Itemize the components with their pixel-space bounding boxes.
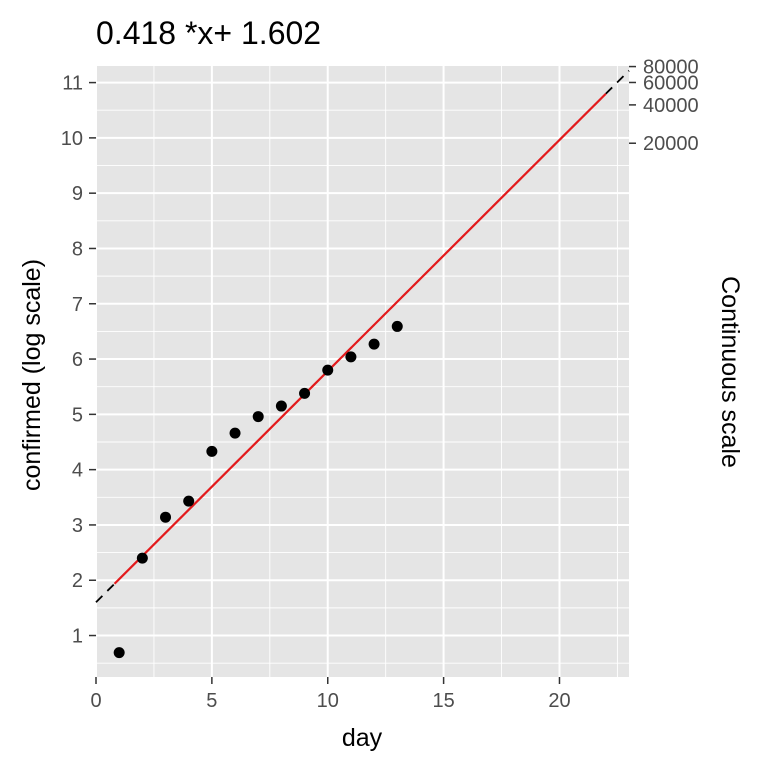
fit-line-group (95, 70, 630, 603)
data-point (299, 387, 311, 399)
x-tick-label: 0 (90, 690, 101, 712)
data-point (275, 400, 287, 412)
y-tick-label: 8 (72, 238, 83, 260)
grid-minor (96, 66, 629, 677)
y-tick-label: 4 (72, 460, 83, 482)
chart-title: 0.418 *x+ 1.602 (96, 15, 321, 51)
y2-tick-label: 20000 (643, 133, 699, 155)
x-tick-label: 5 (206, 690, 217, 712)
y-axis-title: confirmed (log scale) (18, 259, 46, 491)
y-tick-label: 1 (72, 626, 83, 648)
y2-tick-label: 80000 (643, 57, 699, 79)
points-group (113, 320, 403, 659)
fit-line (113, 92, 607, 585)
x-axis: 0 5 10 15 20 (90, 677, 571, 712)
data-point (368, 338, 380, 350)
data-point (113, 647, 125, 659)
data-point (160, 511, 172, 523)
y-tick-label: 5 (72, 404, 83, 426)
grid-major (95, 66, 629, 677)
data-point (252, 411, 264, 423)
x-tick-label: 15 (432, 690, 454, 712)
data-point (391, 320, 403, 332)
data-point (183, 495, 195, 507)
y-axis: 1 2 3 4 5 6 7 8 9 10 11 (61, 73, 96, 648)
data-point (345, 351, 357, 363)
y-tick-label: 7 (72, 294, 83, 316)
data-point (206, 445, 218, 457)
data-point (322, 364, 334, 376)
x-tick-label: 20 (548, 690, 570, 712)
data-point (229, 427, 241, 439)
y-tick-label: 2 (72, 570, 83, 592)
y-tick-label: 3 (72, 515, 83, 537)
x-axis-title: day (342, 724, 383, 752)
x-tick-label: 10 (317, 690, 339, 712)
y-tick-label: 6 (72, 349, 83, 371)
y2-tick-label: 40000 (643, 95, 699, 117)
y-tick-label: 9 (72, 183, 83, 205)
y-tick-label: 10 (61, 128, 83, 150)
data-point (136, 552, 148, 564)
secondary-y-axis-title: Continuous scale (716, 276, 744, 468)
y2-tick-label: 60000 (643, 72, 699, 94)
plot-panel (96, 66, 629, 677)
y-tick-label: 11 (62, 73, 83, 95)
